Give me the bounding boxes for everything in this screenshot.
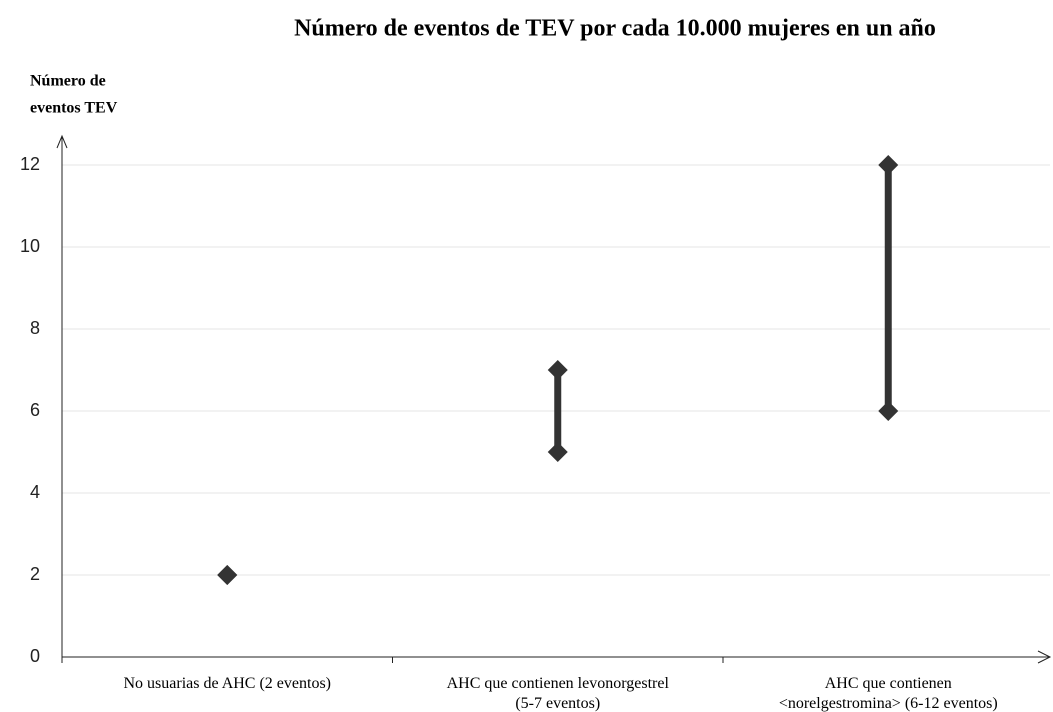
x-tick-label: No usuarias de AHC (2 eventos) bbox=[123, 675, 331, 692]
y-tick-label: 12 bbox=[20, 154, 40, 174]
x-tick-label: AHC que contienen <norelgestromina> (6-12… bbox=[779, 675, 998, 712]
marker bbox=[217, 565, 238, 585]
y-axis-label: Número de bbox=[30, 73, 106, 90]
y-tick-label: 10 bbox=[20, 236, 40, 256]
marker bbox=[547, 442, 568, 462]
marker bbox=[878, 401, 899, 421]
y-tick-label: 0 bbox=[30, 646, 40, 666]
y-axis-arrow bbox=[56, 134, 68, 149]
y-tick-label: 4 bbox=[30, 482, 40, 502]
y-tick-label: 2 bbox=[30, 564, 40, 584]
x-axis-arrow bbox=[1037, 650, 1052, 664]
y-tick-label: 6 bbox=[30, 400, 40, 420]
y-tick-label: 8 bbox=[30, 318, 40, 338]
x-tick-label: AHC que contienen levonorgestrel (5-7 eve… bbox=[447, 675, 670, 712]
chart-title: Número de eventos de TEV por cada 10.000… bbox=[294, 16, 936, 42]
marker bbox=[547, 360, 568, 380]
y-axis-label: eventos TEV bbox=[30, 100, 118, 117]
marker bbox=[878, 155, 899, 175]
